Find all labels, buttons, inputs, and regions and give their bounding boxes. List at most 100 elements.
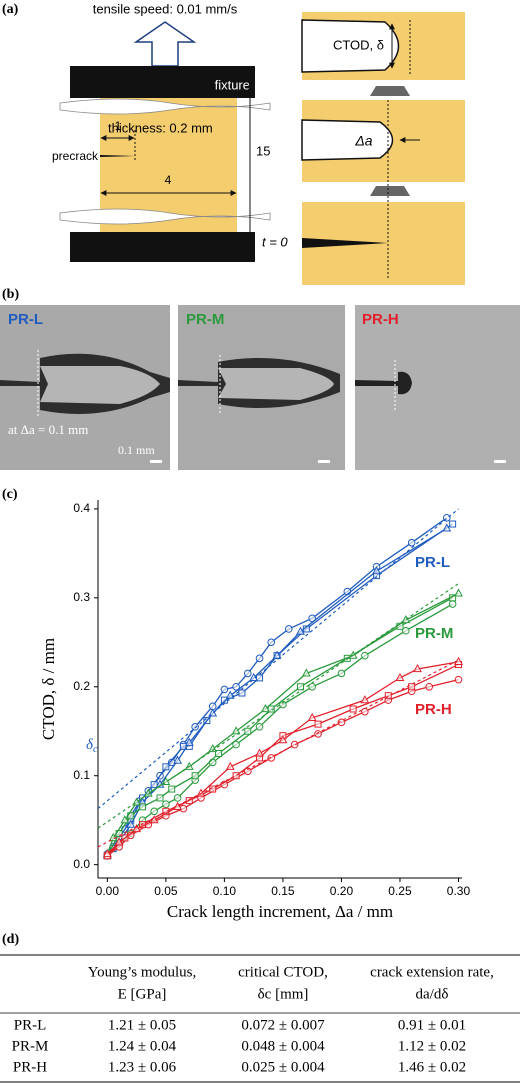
column-header: critical CTOD, xyxy=(238,964,328,980)
cell: 1.46 ± 0.02 xyxy=(398,1059,466,1075)
y-tick-label: 0.2 xyxy=(73,679,90,693)
y-tick-label: 0.4 xyxy=(73,501,90,515)
marker xyxy=(244,669,252,678)
marker xyxy=(232,740,240,749)
marker xyxy=(149,815,159,824)
marker xyxy=(307,712,317,722)
crack xyxy=(302,238,388,248)
marker xyxy=(215,749,223,757)
panel-a: (a) tensile speed: 0.01 mm/s fixture thi… xyxy=(2,1,465,285)
x-tick-label: 0.15 xyxy=(271,884,295,898)
marker xyxy=(425,682,434,691)
marker xyxy=(442,523,452,532)
cell: 1.24 ± 0.04 xyxy=(108,1038,177,1054)
cell: 1.21 ± 0.05 xyxy=(108,1017,176,1033)
y-tick-label: 0.0 xyxy=(73,857,90,871)
image-label: PR-M xyxy=(186,311,224,328)
y-tick-label: 0.3 xyxy=(73,590,90,604)
panel-label: (d) xyxy=(2,932,19,947)
plastic-zone xyxy=(355,371,412,395)
marker xyxy=(173,801,183,810)
data-line xyxy=(106,661,459,855)
marker xyxy=(361,651,369,660)
marker xyxy=(232,682,240,691)
ctod-label: CTOD, δ xyxy=(333,37,384,52)
marker xyxy=(395,672,405,681)
t0-label: t = 0 xyxy=(262,234,288,249)
marker xyxy=(184,737,194,746)
panel-label: (b) xyxy=(2,287,19,302)
pull-arrow xyxy=(133,21,197,67)
marker xyxy=(255,748,264,757)
marker xyxy=(361,707,369,716)
da-label: Δa xyxy=(354,133,372,149)
marker xyxy=(143,788,153,797)
marker xyxy=(256,674,264,682)
marker xyxy=(138,803,146,811)
panel-label: (c) xyxy=(2,487,18,502)
marker xyxy=(337,669,346,678)
marker xyxy=(384,692,392,700)
marker xyxy=(150,807,158,816)
marker xyxy=(108,832,118,842)
delta-c-label: δc xyxy=(86,737,98,755)
data-line xyxy=(106,523,454,857)
marker xyxy=(449,520,457,528)
cell: PR-H xyxy=(13,1059,47,1075)
data-line xyxy=(106,527,448,857)
marker xyxy=(314,730,322,738)
marker xyxy=(272,650,282,659)
cell: PR-M xyxy=(12,1038,49,1054)
cell: 1.23 ± 0.06 xyxy=(108,1059,177,1075)
marker xyxy=(232,772,240,780)
scale-bar xyxy=(494,460,506,463)
marker xyxy=(301,668,311,677)
cell: 0.072 ± 0.007 xyxy=(241,1017,325,1033)
cell: 0.048 ± 0.004 xyxy=(241,1038,325,1054)
marker xyxy=(114,837,124,846)
crack xyxy=(301,19,400,73)
marker xyxy=(296,626,305,635)
marker xyxy=(454,588,463,597)
column-header: E [GPa] xyxy=(118,986,167,1002)
marker xyxy=(162,800,170,808)
x-tick-label: 0.10 xyxy=(213,884,237,898)
panel-b: (b) PR-L PR-M PR-H at Δa = 0.1 mm 0.1 mm xyxy=(0,287,520,470)
marker xyxy=(132,824,142,833)
marker xyxy=(126,819,136,828)
marker xyxy=(308,682,316,691)
marker xyxy=(173,794,182,802)
marker xyxy=(191,772,199,780)
marker xyxy=(209,785,217,793)
cell: 0.91 ± 0.01 xyxy=(398,1017,466,1033)
marker xyxy=(349,705,357,713)
crack-opening xyxy=(40,366,160,404)
data-line xyxy=(106,592,459,855)
x-axis-title: Crack length increment, Δa / mm xyxy=(167,902,393,921)
marker xyxy=(102,848,112,858)
marker xyxy=(296,683,304,691)
marker xyxy=(448,600,457,608)
precrack-label: precrack xyxy=(52,149,99,163)
subscript: c xyxy=(93,744,98,755)
dim-label: 4 xyxy=(165,173,172,187)
marker xyxy=(120,815,130,824)
fixture xyxy=(70,66,255,98)
column-header: δc [mm] xyxy=(258,986,309,1002)
marker xyxy=(401,615,411,624)
panel-label: (a) xyxy=(2,2,19,17)
fit-line xyxy=(97,508,459,810)
x-tick-label: 0.00 xyxy=(96,884,120,898)
x-tick-label: 0.25 xyxy=(388,884,412,898)
cell: 0.025 ± 0.004 xyxy=(241,1059,325,1075)
thickness-label: thickness: 0.2 mm xyxy=(108,120,213,135)
marker xyxy=(267,754,276,762)
marker xyxy=(225,761,235,770)
speed-label: tensile speed: 0.01 mm/s xyxy=(93,1,238,16)
x-tick-label: 0.30 xyxy=(447,884,471,898)
marker xyxy=(244,727,252,735)
marker xyxy=(407,538,416,547)
marker xyxy=(314,720,322,728)
marker xyxy=(413,663,422,673)
marker xyxy=(191,723,199,731)
